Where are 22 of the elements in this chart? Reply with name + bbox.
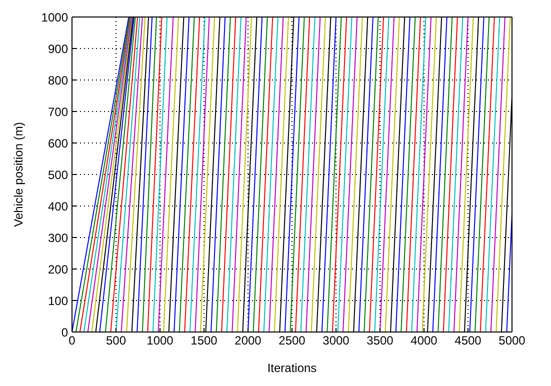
x-tick-label: 500 [106,334,126,348]
y-tick-label: 100 [48,294,68,308]
y-tick-label: 600 [48,136,68,150]
y-tick-label: 1000 [41,10,68,24]
y-tick-label: 500 [48,168,68,182]
x-axis-title: Iterations [267,361,317,375]
y-tick-label: 800 [48,73,68,88]
x-tick-label: 1000 [146,334,174,348]
y-tick-label: 200 [48,262,68,276]
x-tick-label: 1500 [190,334,218,348]
x-tick-label: 5000 [498,334,526,348]
x-tick-label: 3000 [322,334,350,348]
x-tick-label: 4000 [410,334,438,348]
x-tick-label: 3500 [366,334,394,348]
x-tick-label: 2000 [234,334,262,348]
y-tick-label: 300 [48,230,68,245]
y-tick-label: 900 [48,42,68,56]
x-tick-label: 4500 [454,334,482,348]
y-tick-label: 400 [48,199,68,214]
x-tick-label: 2500 [278,334,306,348]
y-tick-label: 700 [48,104,68,119]
y-axis-title: Vehicle position (m) [11,122,26,227]
